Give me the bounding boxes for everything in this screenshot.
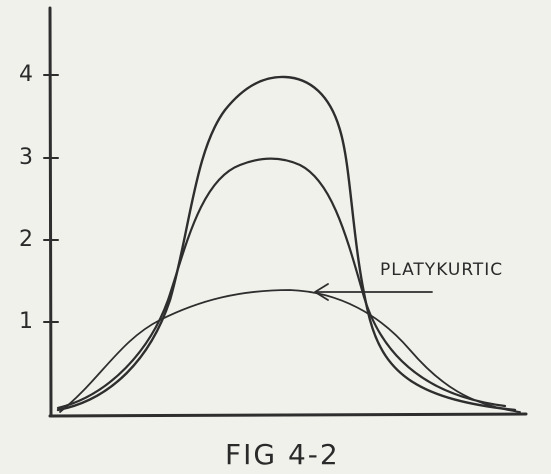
y-axis — [48, 6, 53, 418]
annotation: PLATYKURTIC — [380, 260, 503, 280]
tick-label: 2 — [19, 227, 33, 252]
tick-label: 4 — [19, 62, 33, 87]
arrow-head — [314, 283, 329, 301]
leptokurtic-curve — [56, 75, 517, 412]
caption: FIG 4-2 — [225, 438, 340, 471]
platykurtic-curve — [59, 289, 521, 413]
x-axis — [48, 412, 528, 418]
tick-label: 3 — [19, 145, 33, 170]
mesokurtic-curve — [56, 157, 507, 410]
tick-label: 1 — [19, 309, 33, 334]
